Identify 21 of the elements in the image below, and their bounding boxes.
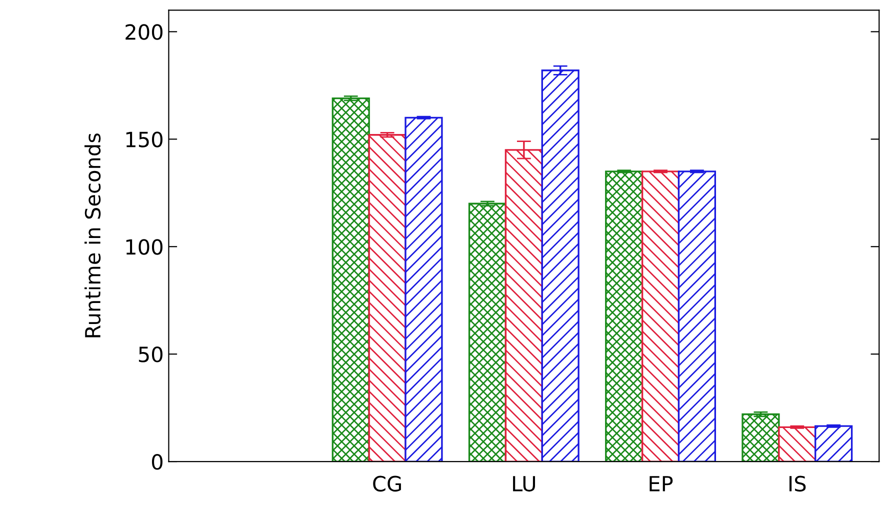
bar [404, 116, 443, 462]
x-tick-label: LU [513, 476, 536, 492]
x-tick-label: CG [373, 476, 401, 492]
y-tick-label: 200 [126, 24, 162, 40]
bar [332, 97, 370, 462]
bar [541, 70, 580, 462]
bar [641, 170, 680, 462]
y-tick-label: 50 [138, 346, 162, 362]
y-axis-title: Runtime in Seconds [84, 134, 101, 338]
bar [605, 170, 644, 462]
bar [468, 202, 507, 462]
x-tick-label: IS [790, 476, 806, 492]
x-tick-label: EP [650, 476, 673, 492]
bar [678, 170, 716, 462]
y-tick-label: 0 [152, 454, 162, 470]
bar [778, 426, 816, 462]
bar [742, 413, 780, 462]
y-tick-label: 100 [126, 239, 162, 255]
bar [368, 134, 406, 462]
y-tick-label: 150 [126, 132, 162, 148]
bar [814, 425, 853, 462]
